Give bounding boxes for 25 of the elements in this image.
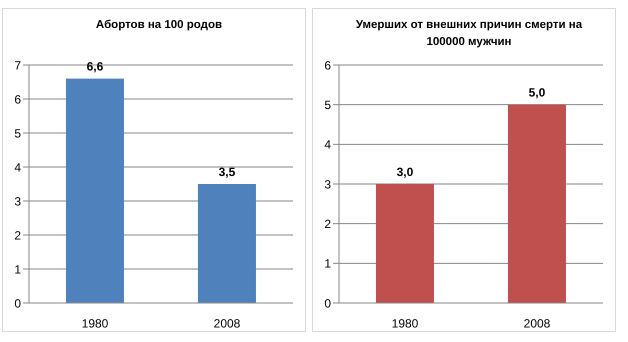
y-tick-label: 1 xyxy=(14,262,22,276)
chart-title: Умерших от внешних причин смерти на 100000 мужчин xyxy=(354,18,584,50)
y-tick-label: 5 xyxy=(324,98,332,112)
y-tick-label: 1 xyxy=(324,256,332,271)
y-tick-label: 0 xyxy=(14,296,22,310)
y-tick-label: 6 xyxy=(324,58,332,72)
y-tick-label: 5 xyxy=(14,126,22,140)
y-tick-label: 4 xyxy=(14,160,22,174)
y-tick-label: 2 xyxy=(324,216,332,231)
x-tick-label: 2008 xyxy=(524,316,551,331)
data-label: 3,0 xyxy=(396,165,414,179)
x-tick-label: 2008 xyxy=(214,316,241,331)
x-tick-label: 1980 xyxy=(82,316,109,331)
y-tick-label: 0 xyxy=(324,296,332,310)
y-tick-label: 4 xyxy=(324,138,332,152)
data-label: 5,0 xyxy=(528,86,546,100)
chart-title: Абортов на 100 родов xyxy=(94,18,224,33)
x-tick-label: 1980 xyxy=(392,316,419,331)
y-tick-label: 6 xyxy=(14,92,22,106)
y-tick-label: 3 xyxy=(324,177,332,192)
data-label: 6,6 xyxy=(86,60,104,74)
y-tick-label: 7 xyxy=(14,58,22,72)
y-tick-label: 3 xyxy=(14,194,22,208)
data-label: 3,5 xyxy=(218,165,236,179)
y-tick-label: 2 xyxy=(14,228,22,242)
